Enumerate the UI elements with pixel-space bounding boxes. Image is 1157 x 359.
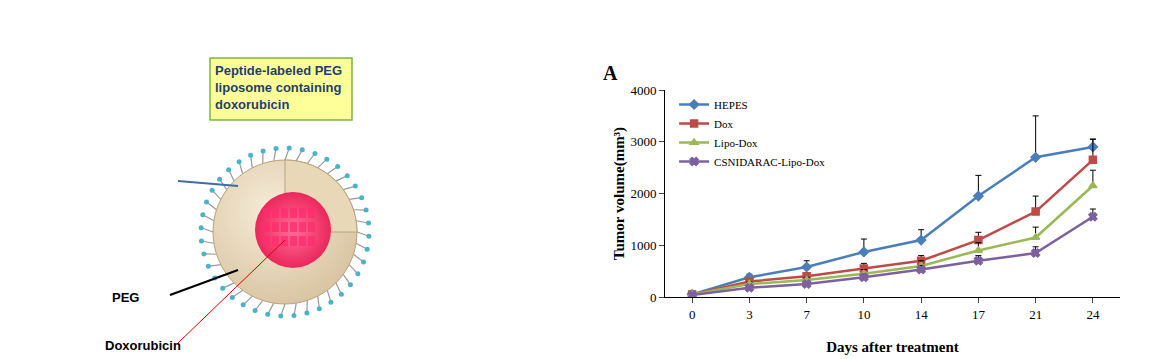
svg-text:7: 7 — [803, 307, 810, 322]
svg-text:Tumor volume(mm³): Tumor volume(mm³) — [611, 127, 628, 260]
svg-text:3000: 3000 — [630, 134, 656, 149]
svg-text:0: 0 — [650, 290, 657, 305]
svg-text:Days after treatment: Days after treatment — [826, 339, 959, 355]
svg-text:Dox: Dox — [714, 118, 733, 130]
svg-text:4000: 4000 — [630, 83, 656, 98]
svg-text:17: 17 — [972, 307, 986, 322]
svg-text:21: 21 — [1029, 307, 1042, 322]
svg-text:HEPES: HEPES — [714, 99, 748, 111]
svg-text:2000: 2000 — [630, 186, 656, 201]
svg-text:0: 0 — [689, 307, 696, 322]
svg-text:1000: 1000 — [630, 238, 656, 253]
svg-text:doxorubicin: doxorubicin — [215, 97, 289, 112]
svg-text:3: 3 — [746, 307, 753, 322]
svg-text:Peptide-labeled PEG: Peptide-labeled PEG — [215, 63, 342, 78]
svg-text:14: 14 — [915, 307, 929, 322]
svg-text:A: A — [603, 62, 618, 84]
svg-text:Lipo-Dox: Lipo-Dox — [714, 137, 758, 149]
svg-text:Doxorubicin: Doxorubicin — [105, 338, 181, 353]
svg-text:24: 24 — [1086, 307, 1100, 322]
svg-text:PEG: PEG — [112, 290, 139, 305]
svg-text:CSNIDARAC-Lipo-Dox: CSNIDARAC-Lipo-Dox — [714, 156, 825, 168]
svg-text:liposome containing: liposome containing — [215, 80, 341, 95]
svg-text:10: 10 — [857, 307, 870, 322]
